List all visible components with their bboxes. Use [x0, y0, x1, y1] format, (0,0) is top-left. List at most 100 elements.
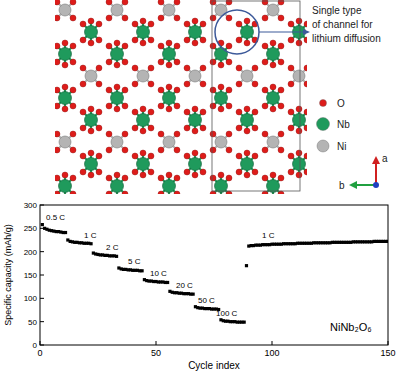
nb-atom: [215, 48, 228, 61]
y-tick-label: 300: [24, 201, 38, 210]
oxygen-atom: [192, 172, 198, 178]
oxygen-atom: [62, 172, 68, 178]
oxygen-atom: [226, 43, 232, 49]
y-tick: [40, 205, 44, 206]
oxygen-atom: [70, 131, 76, 137]
oxygen-atom: [244, 128, 250, 134]
oxygen-atom: [236, 153, 242, 159]
oxygen-atom: [270, 84, 276, 90]
oxygen-atom: [278, 15, 284, 21]
oxygen-atom: [304, 153, 307, 159]
oxygen-atom: [132, 109, 138, 115]
oxygen-atom: [114, 62, 120, 68]
oxygen-atom: [106, 0, 112, 5]
oxygen-atom: [262, 59, 268, 65]
oxygen-atom: [288, 125, 294, 131]
oxygen-atom: [304, 37, 307, 43]
oxygen-atom: [166, 40, 172, 46]
oxygen-atom: [62, 84, 68, 90]
oxygen-atom: [106, 43, 112, 49]
oxygen-atom: [96, 125, 102, 131]
oxygen-atom: [270, 106, 276, 112]
oxygen-atom: [114, 40, 120, 46]
ni-atom: [137, 70, 149, 82]
oxygen-atom: [226, 175, 232, 181]
oxygen-atom: [184, 65, 190, 71]
oxygen-atom: [236, 21, 242, 27]
oxygen-atom: [244, 150, 250, 156]
nb-atom: [215, 180, 228, 193]
nb-atom: [163, 48, 176, 61]
nb-atom: [85, 114, 98, 127]
structure-annotation: of channel for: [312, 19, 373, 30]
oxygen-atom: [184, 81, 190, 87]
oxygen-atom: [262, 87, 268, 93]
oxygen-atom: [106, 191, 112, 194]
oxygen-atom: [88, 18, 94, 24]
nb-atom: [241, 114, 254, 127]
oxygen-atom: [296, 128, 302, 134]
oxygen-atom: [158, 59, 164, 65]
ni-atom: [85, 70, 97, 82]
oxygen-atom: [184, 109, 190, 115]
y-tick-label: 150: [24, 271, 38, 280]
oxygen-atom: [140, 106, 146, 112]
oxygen-atom: [158, 175, 164, 181]
oxygen-atom: [158, 87, 164, 93]
oxygen-atom: [200, 81, 206, 87]
channel-arrowhead: [303, 29, 310, 35]
oxygen-atom: [278, 43, 284, 49]
oxygen-atom: [106, 175, 112, 181]
oxygen-atom: [174, 147, 180, 153]
y-tick: [40, 251, 44, 252]
oxygen-atom: [122, 59, 128, 65]
oxygen-atom: [132, 81, 138, 87]
oxygen-atom: [55, 147, 60, 153]
oxygen-atom: [158, 147, 164, 153]
oxygen-atom: [304, 109, 307, 115]
oxygen-atom: [236, 65, 242, 71]
oxygen-atom: [174, 131, 180, 137]
annotation: 5 C: [128, 257, 141, 266]
oxygen-atom: [210, 131, 216, 137]
oxygen-atom: [88, 150, 94, 156]
oxygen-atom: [96, 81, 102, 87]
oxygen-atom: [96, 153, 102, 159]
oxygen-atom: [262, 43, 268, 49]
oxygen-atom: [218, 172, 224, 178]
oxygen-atom: [304, 81, 307, 87]
oxygen-atom: [80, 153, 86, 159]
oxygen-atom: [192, 106, 198, 112]
data-point: [89, 242, 92, 245]
x-tick-label: 100: [264, 348, 279, 358]
oxygen-atom: [236, 37, 242, 43]
data-point: [166, 281, 169, 284]
ni-atom: [59, 136, 71, 148]
oxygen-atom: [210, 87, 216, 93]
annotation: NiNb₂O₆: [330, 321, 372, 333]
legend-swatch: [317, 118, 330, 131]
oxygen-atom: [262, 15, 268, 21]
oxygen-atom: [55, 175, 60, 181]
x-tick: [156, 341, 157, 345]
x-tick: [40, 341, 41, 345]
oxygen-atom: [226, 191, 232, 194]
oxygen-atom: [278, 175, 284, 181]
oxygen-atom: [200, 153, 206, 159]
axis-a-arrowhead: [372, 156, 380, 164]
nb-atom: [137, 26, 150, 39]
axis-b-arrow: [355, 184, 376, 186]
oxygen-atom: [288, 37, 294, 43]
annotation: 1 C: [84, 231, 97, 240]
data-point: [243, 321, 246, 324]
oxygen-atom: [278, 191, 284, 194]
y-tick: [40, 321, 44, 322]
ni-atom: [267, 4, 279, 16]
oxygen-atom: [148, 125, 154, 131]
oxygen-atom: [200, 125, 206, 131]
oxygen-atom: [184, 21, 190, 27]
oxygen-atom: [226, 87, 232, 93]
annotation: 10 C: [150, 269, 167, 278]
oxygen-atoms: [55, 0, 307, 194]
x-axis-label: Cycle index: [188, 360, 240, 371]
